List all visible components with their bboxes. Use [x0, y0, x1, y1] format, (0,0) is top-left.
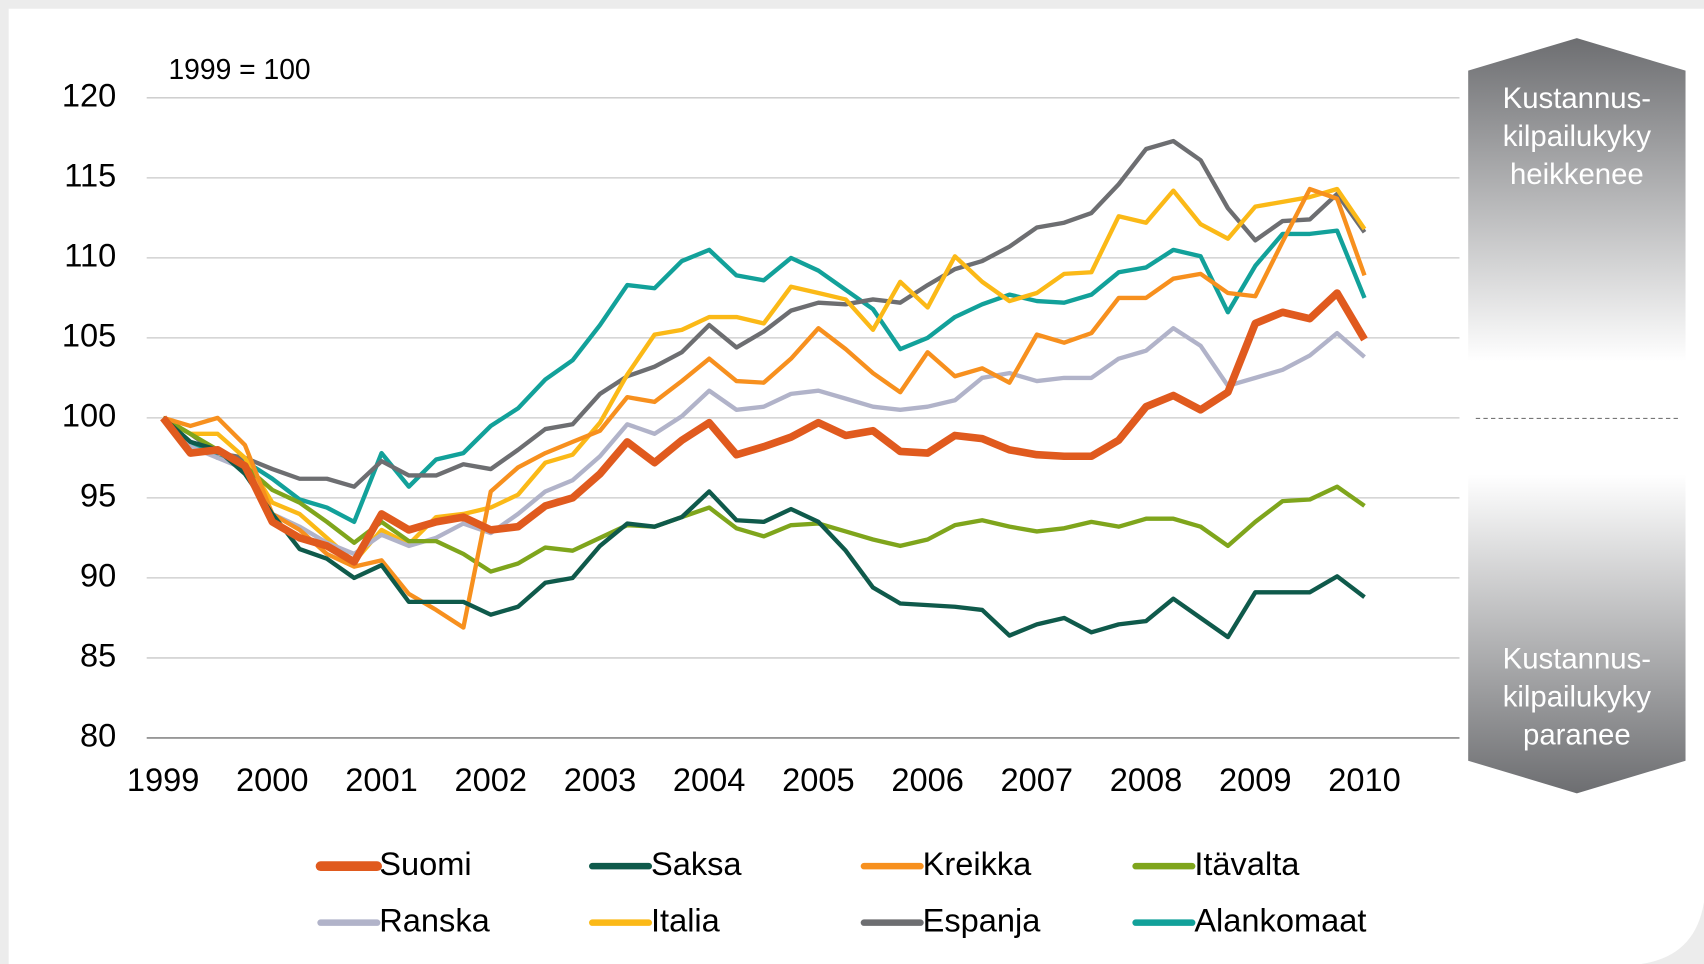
side-arrow-up — [1468, 38, 1686, 419]
x-tick-label: 2002 — [454, 761, 527, 798]
y-tick-label: 95 — [80, 477, 116, 514]
x-tick-label: 2000 — [236, 761, 309, 798]
series-line — [160, 289, 1368, 566]
legend-label: Suomi — [379, 845, 471, 882]
legend-label: Ranska — [379, 901, 490, 938]
y-tick-label: 110 — [64, 236, 116, 273]
series-line — [161, 228, 1367, 525]
legend-label: Italia — [651, 901, 721, 938]
x-tick-label: 1999 — [127, 761, 200, 798]
series-line — [162, 138, 1367, 489]
side-label: kilpailukyky — [1503, 120, 1652, 153]
x-tick-label: 2004 — [673, 761, 746, 798]
y-tick-label: 100 — [62, 396, 116, 433]
x-tick-label: 2005 — [782, 761, 855, 798]
x-tick-label: 2007 — [1001, 761, 1074, 798]
legend-label: Saksa — [651, 845, 742, 882]
side-label: heikkenee — [1510, 158, 1644, 191]
x-tick-label: 2003 — [564, 761, 637, 798]
side-label: Kustannus- — [1503, 82, 1651, 115]
series-line — [162, 416, 1366, 574]
y-tick-label: 105 — [62, 316, 116, 353]
legend-label: Alankomaat — [1194, 901, 1366, 938]
side-label: Kustannus- — [1503, 643, 1651, 676]
annotation: 1999 = 100 — [168, 53, 310, 85]
x-tick-label: 2001 — [345, 761, 418, 798]
side-arrow-down — [1468, 418, 1686, 794]
x-tick-label: 2008 — [1110, 761, 1183, 798]
y-tick-label: 85 — [80, 637, 116, 674]
x-tick-label: 2006 — [891, 761, 964, 798]
series-line — [161, 416, 1366, 640]
y-tick-label: 120 — [62, 76, 116, 113]
legend-label: Espanja — [923, 901, 1042, 938]
legend-label: Kreikka — [923, 845, 1033, 882]
legend-label: Itävalta — [1194, 845, 1300, 882]
y-tick-label: 115 — [64, 156, 116, 193]
side-label: kilpailukyky — [1503, 681, 1652, 714]
x-tick-label: 2009 — [1219, 761, 1292, 798]
x-tick-label: 2010 — [1328, 761, 1401, 798]
y-tick-label: 80 — [80, 717, 116, 754]
side-label: paranee — [1523, 719, 1631, 752]
series-line — [162, 186, 1367, 630]
y-tick-label: 90 — [80, 557, 116, 594]
